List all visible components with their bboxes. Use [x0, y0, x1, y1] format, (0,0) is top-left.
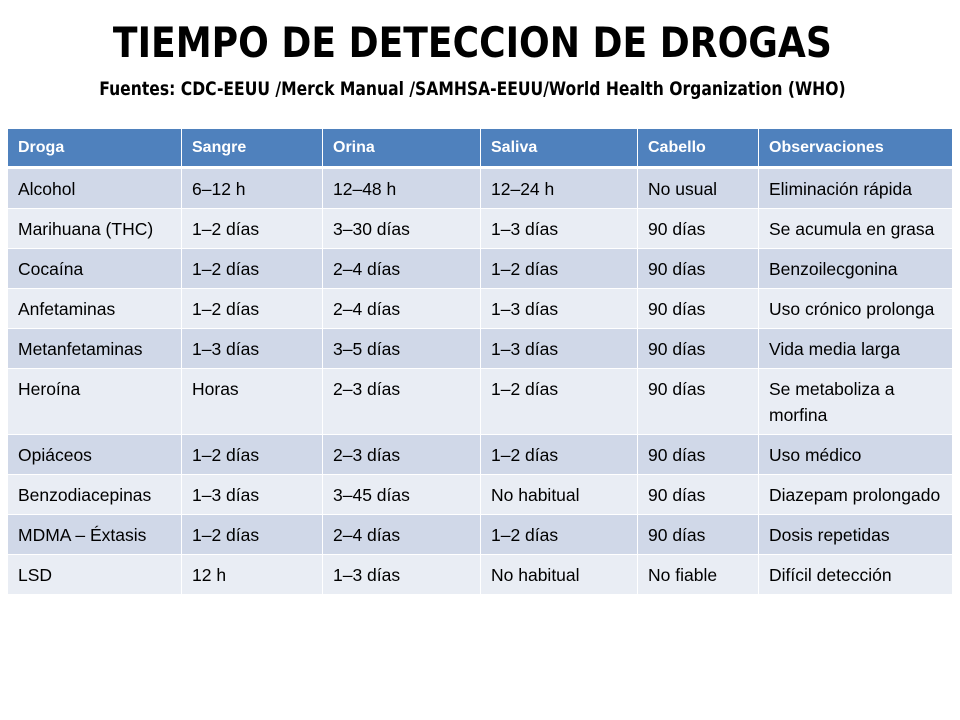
cell-sangre: 1–2 días [182, 515, 323, 555]
cell-droga: Alcohol [8, 169, 182, 209]
cell-cabello: 90 días [638, 209, 759, 249]
cell-saliva: 1–3 días [481, 289, 638, 329]
cell-sangre: Horas [182, 369, 323, 435]
cell-droga: Cocaína [8, 249, 182, 289]
cell-cabello: 90 días [638, 475, 759, 515]
cell-orina: 3–5 días [323, 329, 481, 369]
page-subtitle: Fuentes: CDC-EEUU /Merck Manual /SAMHSA-… [99, 78, 846, 100]
cell-cabello: 90 días [638, 435, 759, 475]
cell-orina: 3–45 días [323, 475, 481, 515]
cell-sangre: 1–2 días [182, 209, 323, 249]
cell-observaciones: Se acumula en grasa [759, 209, 952, 249]
cell-cabello: 90 días [638, 515, 759, 555]
cell-droga: Benzodiacepinas [8, 475, 182, 515]
cell-sangre: 1–3 días [182, 329, 323, 369]
cell-droga: Opiáceos [8, 435, 182, 475]
cell-saliva: No habitual [481, 475, 638, 515]
cell-cabello: No usual [638, 169, 759, 209]
header-saliva: Saliva [481, 129, 638, 169]
table-row: Opiáceos 1–2 días 2–3 días 1–2 días 90 días U… [8, 435, 952, 475]
cell-orina: 2–4 días [323, 249, 481, 289]
page-title: TIEMPO DE DETECCION DE DROGAS [112, 18, 832, 67]
cell-observaciones: Uso crónico prolonga [759, 289, 952, 329]
cell-orina: 2–4 días [323, 515, 481, 555]
cell-observaciones: Se metaboliza a morfina [759, 369, 952, 435]
cell-cabello: 90 días [638, 369, 759, 435]
cell-cabello: 90 días [638, 329, 759, 369]
cell-orina: 3–30 días [323, 209, 481, 249]
header-observaciones: Observaciones [759, 129, 952, 169]
cell-sangre: 1–3 días [182, 475, 323, 515]
cell-cabello: 90 días [638, 249, 759, 289]
cell-saliva: 1–3 días [481, 209, 638, 249]
table-row: Marihuana (THC) 1–2 días 3–30 días 1–3 días… [8, 209, 952, 249]
cell-orina: 2–3 días [323, 435, 481, 475]
table-row: Alcohol 6–12 h 12–48 h 12–24 h No usual Elimi… [8, 169, 952, 209]
table-body: Alcohol 6–12 h 12–48 h 12–24 h No usual Elimi… [8, 169, 952, 595]
cell-droga: Marihuana (THC) [8, 209, 182, 249]
cell-saliva: 1–3 días [481, 329, 638, 369]
cell-saliva: 1–2 días [481, 435, 638, 475]
cell-observaciones: Difícil detección [759, 555, 952, 595]
cell-sangre: 12 h [182, 555, 323, 595]
table-row: Metanfetaminas 1–3 días 3–5 días 1–3 días 90… [8, 329, 952, 369]
header-sangre: Sangre [182, 129, 323, 169]
table-row: MDMA – Éxtasis 1–2 días 2–4 días 1–2 días 90… [8, 515, 952, 555]
header-droga: Droga [8, 129, 182, 169]
cell-orina: 12–48 h [323, 169, 481, 209]
cell-cabello: 90 días [638, 289, 759, 329]
cell-saliva: 1–2 días [481, 515, 638, 555]
cell-observaciones: Benzoilecgonina [759, 249, 952, 289]
cell-droga: MDMA – Éxtasis [8, 515, 182, 555]
header-orina: Orina [323, 129, 481, 169]
cell-observaciones: Dosis repetidas [759, 515, 952, 555]
cell-droga: Heroína [8, 369, 182, 435]
cell-observaciones: Vida media larga [759, 329, 952, 369]
cell-saliva: 1–2 días [481, 249, 638, 289]
cell-orina: 2–4 días [323, 289, 481, 329]
cell-droga: Metanfetaminas [8, 329, 182, 369]
cell-observaciones: Diazepam prolongado [759, 475, 952, 515]
table-row: Benzodiacepinas 1–3 días 3–45 días No habit… [8, 475, 952, 515]
header-cabello: Cabello [638, 129, 759, 169]
cell-saliva: 1–2 días [481, 369, 638, 435]
cell-sangre: 6–12 h [182, 169, 323, 209]
cell-sangre: 1–2 días [182, 249, 323, 289]
cell-saliva: No habitual [481, 555, 638, 595]
table-row: Cocaína 1–2 días 2–4 días 1–2 días 90 días Be… [8, 249, 952, 289]
cell-sangre: 1–2 días [182, 289, 323, 329]
cell-observaciones: Uso médico [759, 435, 952, 475]
cell-sangre: 1–2 días [182, 435, 323, 475]
cell-droga: LSD [8, 555, 182, 595]
cell-saliva: 12–24 h [481, 169, 638, 209]
cell-orina: 1–3 días [323, 555, 481, 595]
table-row: Anfetaminas 1–2 días 2–4 días 1–3 días 90 dí… [8, 289, 952, 329]
cell-observaciones: Eliminación rápida [759, 169, 952, 209]
cell-cabello: No fiable [638, 555, 759, 595]
detection-table: Droga Sangre Orina Saliva Cabello Observ… [8, 129, 952, 595]
cell-droga: Anfetaminas [8, 289, 182, 329]
table-row: LSD 12 h 1–3 días No habitual No fiable Difíc… [8, 555, 952, 595]
table-header-row: Droga Sangre Orina Saliva Cabello Observ… [8, 129, 952, 169]
table-row: Heroína Horas 2–3 días 1–2 días 90 días Se me… [8, 369, 952, 435]
cell-orina: 2–3 días [323, 369, 481, 435]
